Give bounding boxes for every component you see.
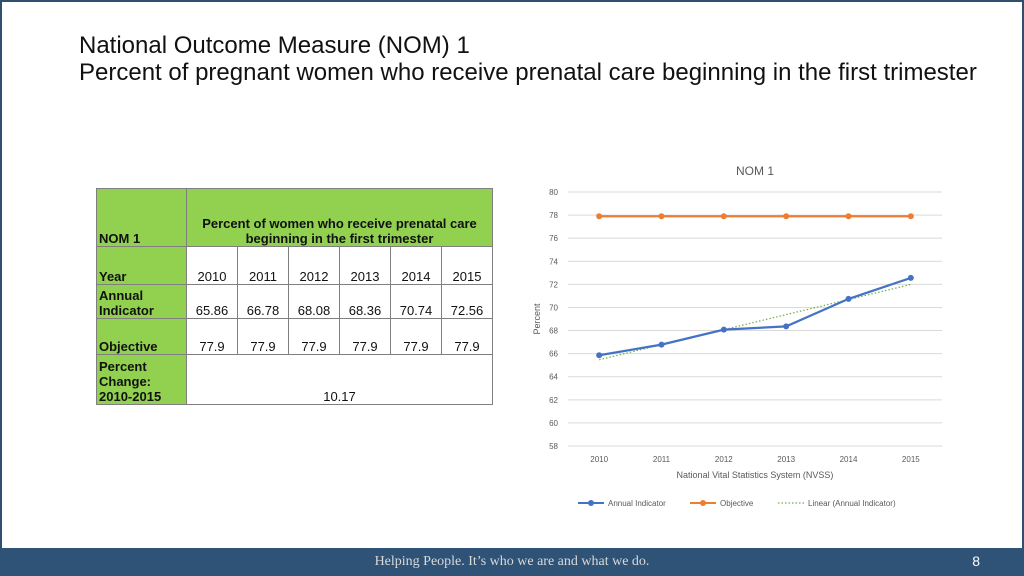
- x-tick-label: 2012: [715, 455, 733, 464]
- annual-cell: 65.86: [186, 284, 238, 319]
- table-row-objective: Objective 77.9 77.9 77.9 77.9 77.9 77.9: [96, 318, 493, 355]
- row-label-year: Year: [96, 246, 187, 285]
- table-corner-label: NOM 1: [96, 188, 187, 247]
- y-tick-label: 64: [549, 373, 558, 382]
- title-line-1: National Outcome Measure (NOM) 1: [79, 32, 470, 59]
- legend-marker: [700, 500, 706, 506]
- objective-cell: 77.9: [288, 318, 340, 355]
- y-tick-label: 72: [549, 280, 558, 289]
- y-tick-label: 78: [549, 211, 558, 220]
- y-tick-label: 74: [549, 257, 558, 266]
- year-cell: 2015: [441, 246, 493, 285]
- year-cell: 2011: [237, 246, 289, 285]
- x-tick-label: 2015: [902, 455, 920, 464]
- data-point: [907, 274, 914, 281]
- objective-cell: 77.9: [186, 318, 238, 355]
- data-point: [720, 213, 727, 220]
- data-point: [783, 323, 790, 330]
- objective-cell: 77.9: [237, 318, 289, 355]
- x-tick-label: 2010: [590, 455, 608, 464]
- row-label-objective: Objective: [96, 318, 187, 355]
- row-label-pct-change: Percent Change: 2010-2015: [96, 354, 187, 405]
- data-point: [658, 213, 665, 220]
- series-line: [598, 276, 912, 357]
- data-point: [596, 352, 603, 359]
- footer-bar: Helping People. It’s who we are and what…: [0, 548, 1024, 576]
- annual-cell: 72.56: [441, 284, 493, 319]
- objective-cell: 77.9: [339, 318, 391, 355]
- x-axis-label: National Vital Statistics System (NVSS): [677, 470, 834, 480]
- x-tick-label: 2011: [653, 455, 671, 464]
- table-header: Percent of women who receive prenatal ca…: [186, 188, 493, 247]
- objective-cell: 77.9: [441, 318, 493, 355]
- y-tick-label: 70: [549, 303, 558, 312]
- y-tick-label: 80: [549, 188, 558, 197]
- y-tick-label: 66: [549, 350, 558, 359]
- table-row-annual: Annual Indicator 65.86 66.78 68.08 68.36…: [96, 284, 493, 319]
- y-axis-label: Percent: [532, 303, 542, 335]
- data-point: [720, 326, 727, 333]
- data-point: [907, 213, 914, 220]
- y-tick-label: 62: [549, 396, 558, 405]
- row-label-annual: Annual Indicator: [96, 284, 187, 319]
- year-cell: 2013: [339, 246, 391, 285]
- year-cell: 2010: [186, 246, 238, 285]
- data-point: [658, 341, 665, 348]
- pct-change-value: 10.17: [186, 354, 493, 405]
- slide-title: National Outcome Measure (NOM) 1 Percent…: [79, 32, 979, 86]
- objective-cell: 77.9: [390, 318, 442, 355]
- table-row-pct-change: Percent Change: 2010-2015 10.17: [96, 354, 493, 405]
- data-point: [596, 213, 603, 220]
- y-tick-label: 58: [549, 442, 558, 451]
- year-cell: 2012: [288, 246, 340, 285]
- title-line-2: Percent of pregnant women who receive pr…: [79, 59, 977, 86]
- legend-label: Linear (Annual Indicator): [808, 499, 896, 508]
- annual-cell: 68.36: [339, 284, 391, 319]
- trendline: [599, 283, 911, 361]
- nom-data-table: NOM 1 Percent of women who receive prena…: [96, 188, 493, 405]
- table-header-row: NOM 1 Percent of women who receive prena…: [96, 188, 493, 247]
- data-point: [783, 213, 790, 220]
- nom1-line-chart: NOM 1 58 60 62 64 66 68 70 72 74 76 78 80 Percent 2010…: [532, 164, 942, 508]
- annual-cell: 68.08: [288, 284, 340, 319]
- legend-marker: [588, 500, 594, 506]
- annual-cell: 70.74: [390, 284, 442, 319]
- annual-cell: 66.78: [237, 284, 289, 319]
- legend-label: Annual Indicator: [608, 499, 666, 508]
- y-tick-label: 60: [549, 419, 558, 428]
- y-tick-label: 76: [549, 234, 558, 243]
- x-tick-label: 2014: [840, 455, 858, 464]
- year-cell: 2014: [390, 246, 442, 285]
- legend-label: Objective: [720, 499, 754, 508]
- chart-title: NOM 1: [736, 164, 774, 178]
- data-point: [845, 213, 852, 220]
- page-number: 8: [972, 553, 980, 569]
- footer-tagline: Helping People. It’s who we are and what…: [374, 554, 650, 569]
- data-point: [845, 295, 852, 302]
- table-row-year: Year 2010 2011 2012 2013 2014 2015: [96, 246, 493, 285]
- y-tick-label: 68: [549, 327, 558, 336]
- x-tick-label: 2013: [777, 455, 795, 464]
